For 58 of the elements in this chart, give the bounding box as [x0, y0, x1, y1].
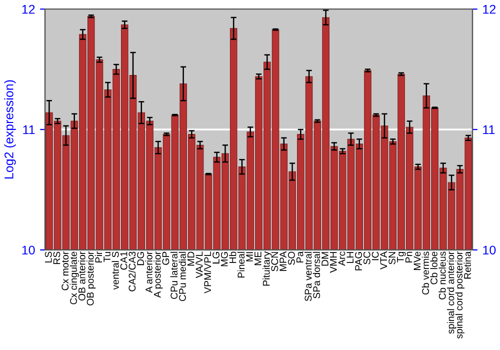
x-tick-label: MG [220, 252, 228, 266]
x-tick-label: VA/VL [196, 252, 203, 278]
x-tick-label: IC [372, 252, 379, 260]
x-tick-label: Pineal [237, 252, 245, 278]
x-tick-label: Tg [397, 252, 406, 262]
y-tick-label: 10 [22, 246, 35, 255]
x-tick-label: ME [254, 252, 262, 266]
x-tick-label: MI [246, 252, 253, 262]
y2-tick-label: 11 [483, 125, 495, 134]
x-tick-label: Cx cingulate [70, 252, 79, 304]
x-tick-label: Arc [338, 252, 346, 266]
x-tick-label: SPa ventral [304, 252, 312, 302]
x-tick-label: Hb [229, 252, 236, 263]
x-tick-label: LH [346, 252, 354, 263]
x-tick-label: spinal cord posterior [455, 251, 464, 339]
x-tick-label: DG [137, 252, 144, 266]
x-tick-label: SPa dorsal [312, 252, 320, 298]
x-tick-label: OB posterior [86, 251, 96, 306]
x-tick-label: Cb vermis [422, 252, 430, 295]
x-tick-label: A posterior [154, 251, 163, 298]
x-tick-label: LG [212, 252, 220, 264]
x-tick-label: PAG [355, 252, 362, 270]
x-tick-label: VMH [330, 252, 337, 273]
x-tick-label: GP [162, 252, 170, 265]
x-tick-label: SO [288, 252, 295, 265]
x-tick-label: Pn [405, 252, 412, 262]
x-tick-label: MPA [280, 251, 286, 271]
x-tick-label: MVe [414, 252, 421, 270]
x-tick-label: Pituitary [262, 251, 272, 286]
y2-tick-label: 10 [483, 246, 496, 255]
x-tick-label: ventral S [112, 252, 119, 290]
x-tick-label: CA2/CA3 [128, 252, 136, 292]
x-tick-label: SN [388, 252, 396, 264]
y-tick-label: 11 [23, 125, 35, 134]
x-tick-label: RS [53, 252, 60, 264]
x-tick-label: MD [188, 252, 194, 266]
x-tick-label: SCN [271, 252, 278, 272]
x-tick-label: Pa [296, 251, 304, 262]
x-tick-label: Cb nucleus [438, 252, 446, 300]
x-tick-label: CPu medial [178, 252, 186, 302]
x-tick-label: CA1 [120, 252, 128, 270]
y2-tick-label: 12 [483, 4, 496, 14]
x-tick-label: CPu lateral [170, 252, 178, 299]
x-tick-label: spinal cord anterior [447, 251, 456, 334]
y-axis-title: Log2 (expression) [4, 80, 16, 178]
x-tick-label: DM [322, 252, 328, 266]
y-tick-label: 12 [22, 4, 35, 14]
x-tick-label: LS [44, 252, 52, 262]
x-tick-label: VTA [380, 251, 387, 270]
x-tick-label: SC [363, 252, 370, 264]
x-tick-label: Cb lobe [430, 252, 438, 284]
x-tick-label: OB anterior [78, 251, 86, 301]
x-tick-label: Retina [464, 251, 471, 279]
x-tick-label: Pir [94, 251, 102, 262]
x-tick-label: Cx motor [62, 251, 69, 290]
x-tick-label: Tu [104, 252, 110, 262]
x-tick-label: A anterior [145, 251, 152, 293]
x-tick-label: VPM/VPL [204, 252, 212, 294]
